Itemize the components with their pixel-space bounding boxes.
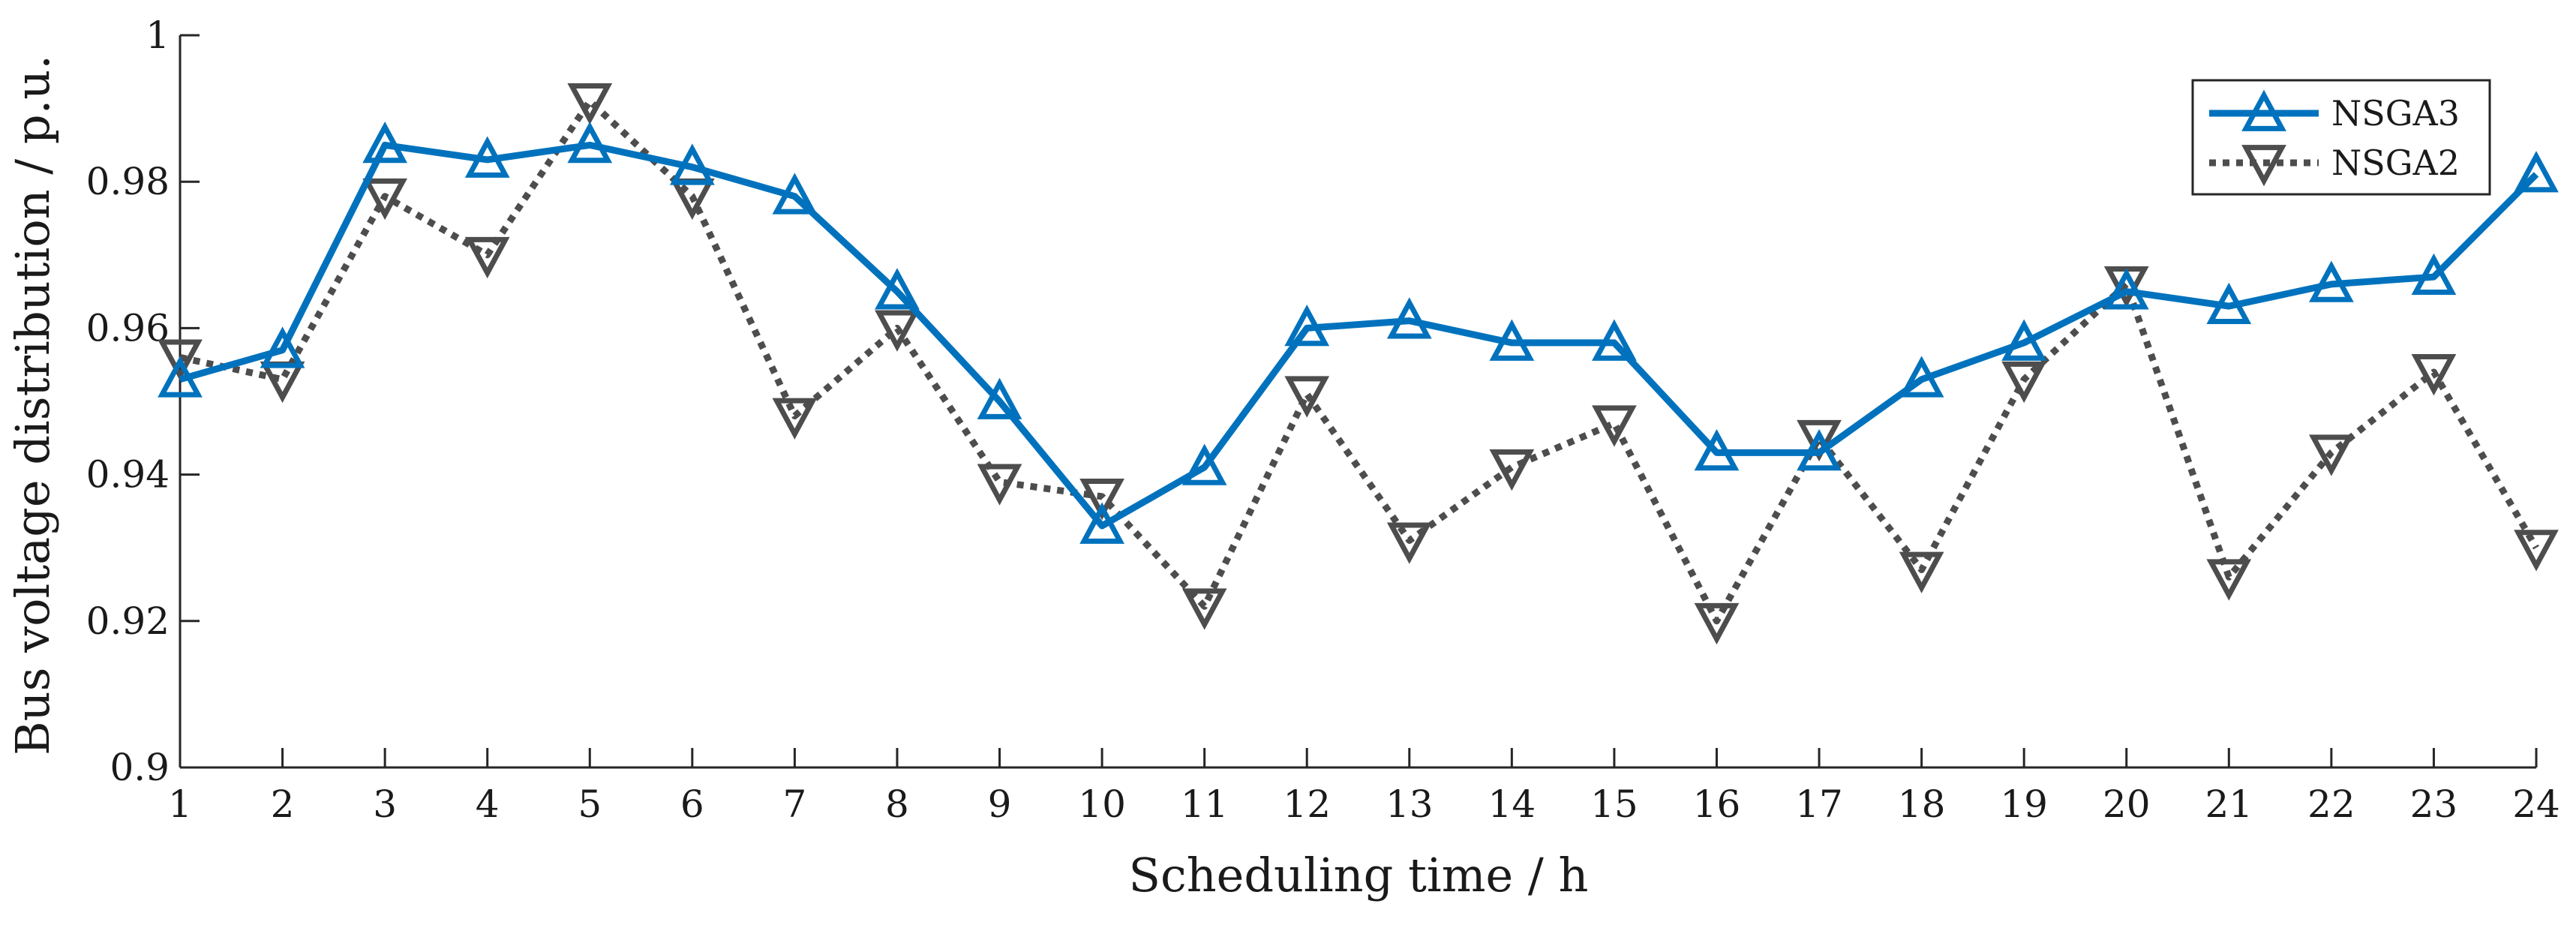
- y-tick-label: 0.9: [110, 746, 170, 789]
- data-point-nsga2: [158, 339, 203, 381]
- data-point-nsga2: [2308, 434, 2354, 476]
- data-point-nsga2: [1489, 449, 1535, 491]
- x-tick-label: 2: [271, 782, 295, 826]
- data-point-nsga3: [1592, 319, 1637, 361]
- legend-label: NSGA2: [2331, 143, 2460, 183]
- x-tick-label: 15: [1590, 782, 1638, 826]
- series-layer: [158, 83, 2559, 645]
- data-point-nsga3: [2514, 151, 2559, 193]
- data-point-nsga2: [772, 398, 818, 440]
- data-point-nsga2: [2206, 559, 2252, 601]
- x-tick-label: 4: [476, 782, 500, 826]
- data-point-nsga3: [772, 173, 818, 215]
- data-point-nsga2: [464, 236, 510, 279]
- x-tick-label: 17: [1795, 782, 1843, 826]
- x-axis-title: Scheduling time / h: [1129, 848, 1589, 902]
- x-tick-label: 19: [2000, 782, 2048, 826]
- legend-label: NSGA3: [2331, 93, 2460, 134]
- data-point-nsga3: [362, 122, 408, 164]
- data-point-nsga3: [158, 356, 203, 398]
- x-tick-label: 3: [373, 782, 397, 826]
- x-tick-label: 16: [1693, 782, 1741, 826]
- data-point-nsga3: [2411, 253, 2457, 295]
- x-tick-label: 22: [2307, 782, 2355, 826]
- data-point-nsga3: [1489, 319, 1535, 361]
- data-point-nsga2: [1797, 419, 1842, 462]
- data-point-nsga3: [875, 268, 920, 310]
- data-point-nsga3: [2103, 268, 2149, 310]
- x-tick-label: 1: [168, 782, 192, 826]
- data-point-nsga2: [2411, 354, 2457, 396]
- x-tick-label: 6: [680, 782, 704, 826]
- data-point-nsga3: [1386, 297, 1432, 339]
- data-point-nsga2: [567, 83, 613, 125]
- x-tick-label: 24: [2512, 782, 2560, 826]
- x-tick-label: 7: [782, 782, 806, 826]
- data-point-nsga2: [1079, 478, 1124, 521]
- legend: NSGA3 NSGA2: [2191, 79, 2491, 196]
- x-tick-label: 14: [1488, 782, 1536, 826]
- data-point-nsga2: [1284, 376, 1330, 418]
- series-line-nsga2: [179, 98, 2539, 625]
- legend-marker: [2241, 89, 2286, 131]
- data-point-nsga2: [2001, 361, 2047, 404]
- x-tick-label: 23: [2410, 782, 2458, 826]
- data-point-nsga3: [977, 377, 1022, 419]
- x-tick-label: 20: [2103, 782, 2151, 826]
- data-point-nsga2: [1592, 405, 1637, 447]
- data-point-nsga2: [1386, 522, 1432, 564]
- x-tick-label: 18: [1898, 782, 1946, 826]
- legend-item-nsga2: NSGA2: [2209, 143, 2460, 187]
- data-point-nsga3: [669, 143, 715, 185]
- data-point-nsga3: [2206, 282, 2252, 325]
- data-point-nsga3: [1079, 502, 1124, 544]
- data-point-nsga2: [260, 361, 305, 404]
- data-point-nsga3: [567, 122, 613, 164]
- data-point-nsga2: [977, 464, 1022, 506]
- data-point-nsga2: [875, 310, 920, 352]
- y-tick-label: 0.96: [86, 306, 170, 350]
- legend-marker: [2241, 145, 2286, 187]
- legend-item-nsga3: NSGA3: [2209, 89, 2460, 134]
- data-point-nsga2: [362, 178, 408, 221]
- data-point-nsga2: [1694, 602, 1740, 645]
- data-point-nsga3: [260, 326, 305, 368]
- y-tick-label: 1: [146, 14, 170, 57]
- x-tick-label: 8: [885, 782, 909, 826]
- data-point-nsga3: [1797, 428, 1842, 471]
- x-tick-label: 13: [1386, 782, 1434, 826]
- y-axis-title: Bus voltage distribution / p.u.: [5, 55, 60, 755]
- x-tick-label: 21: [2205, 782, 2253, 826]
- data-point-nsga2: [2514, 530, 2559, 572]
- series-line-nsga3: [179, 141, 2539, 530]
- data-point-nsga3: [464, 136, 510, 178]
- axes: [179, 35, 2536, 769]
- data-point-nsga2: [1181, 588, 1227, 630]
- x-tick-label: 11: [1181, 782, 1229, 826]
- x-tick-label: 5: [578, 782, 602, 826]
- x-tick-label: 10: [1078, 782, 1126, 826]
- data-point-nsga3: [1899, 356, 1944, 398]
- data-point-nsga2: [1899, 551, 1944, 593]
- data-point-nsga3: [1181, 443, 1227, 485]
- y-tick-label: 0.98: [86, 160, 170, 203]
- x-tick-label: 9: [988, 782, 1012, 826]
- legend-box: [2191, 79, 2491, 196]
- data-point-nsga3: [1694, 428, 1740, 471]
- data-point-nsga3: [2308, 260, 2354, 302]
- y-tick-label: 0.94: [86, 453, 170, 497]
- series-nsga3: [158, 122, 2559, 544]
- y-tick-label: 0.92: [86, 599, 170, 643]
- data-point-nsga3: [1284, 305, 1330, 347]
- x-tick-label: 12: [1283, 782, 1331, 826]
- data-point-nsga3: [2001, 319, 2047, 361]
